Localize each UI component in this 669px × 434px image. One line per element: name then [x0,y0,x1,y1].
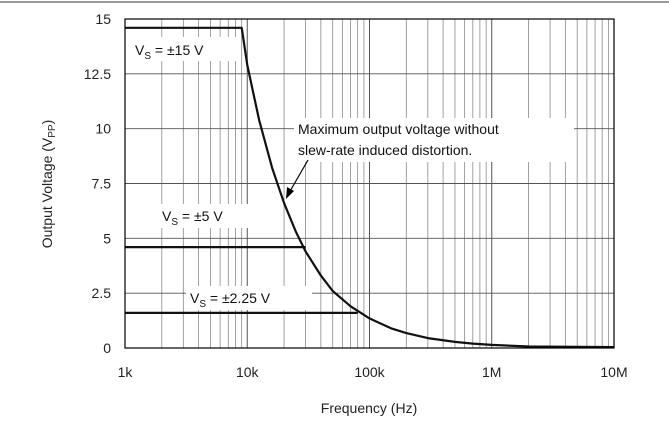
annotation-bg-vs5 [158,204,256,228]
x-tick-label: 10k [236,364,260,380]
callout-bg [294,118,574,162]
tick-labels: 1k 10k 100k 1M 10M 0 2.5 5 7.5 10 12.5 15 [84,11,628,380]
callout-leader [288,159,309,194]
x-tick-label: 10M [600,364,627,380]
annotation-vs5: VS = ±5 V [162,208,223,228]
annotation-vs225: VS = ±2.25 V [190,290,271,310]
x-axis-title: Frequency (Hz) [321,400,417,416]
callout-arrowhead [286,187,294,199]
y-tick-label: 0 [103,340,111,356]
annotation-vs15: VS = ±15 V [135,42,204,62]
y-tick-label: 7.5 [92,176,112,192]
y-tick-label: 10 [95,121,111,137]
x-tick-label: 1M [482,364,501,380]
x-tick-label: 1k [118,364,134,380]
y-axis-title: Output Voltage (VPP) [39,120,58,249]
y-tick-label: 15 [95,11,111,27]
series-max-output-curve [125,26,615,349]
y-tick-label: 12.5 [84,66,111,82]
series-group [125,26,615,349]
plot-frame [124,18,615,349]
callout-line-1: Maximum output voltage without [298,121,499,137]
annotation-bg-vs225 [186,286,312,310]
annotation-bg-vs15 [131,37,241,61]
y-tick-label: 2.5 [92,285,112,301]
y-tick-label: 5 [103,230,111,246]
callout-line-2: slew-rate induced distortion. [298,142,472,158]
x-tick-label: 100k [354,364,385,380]
